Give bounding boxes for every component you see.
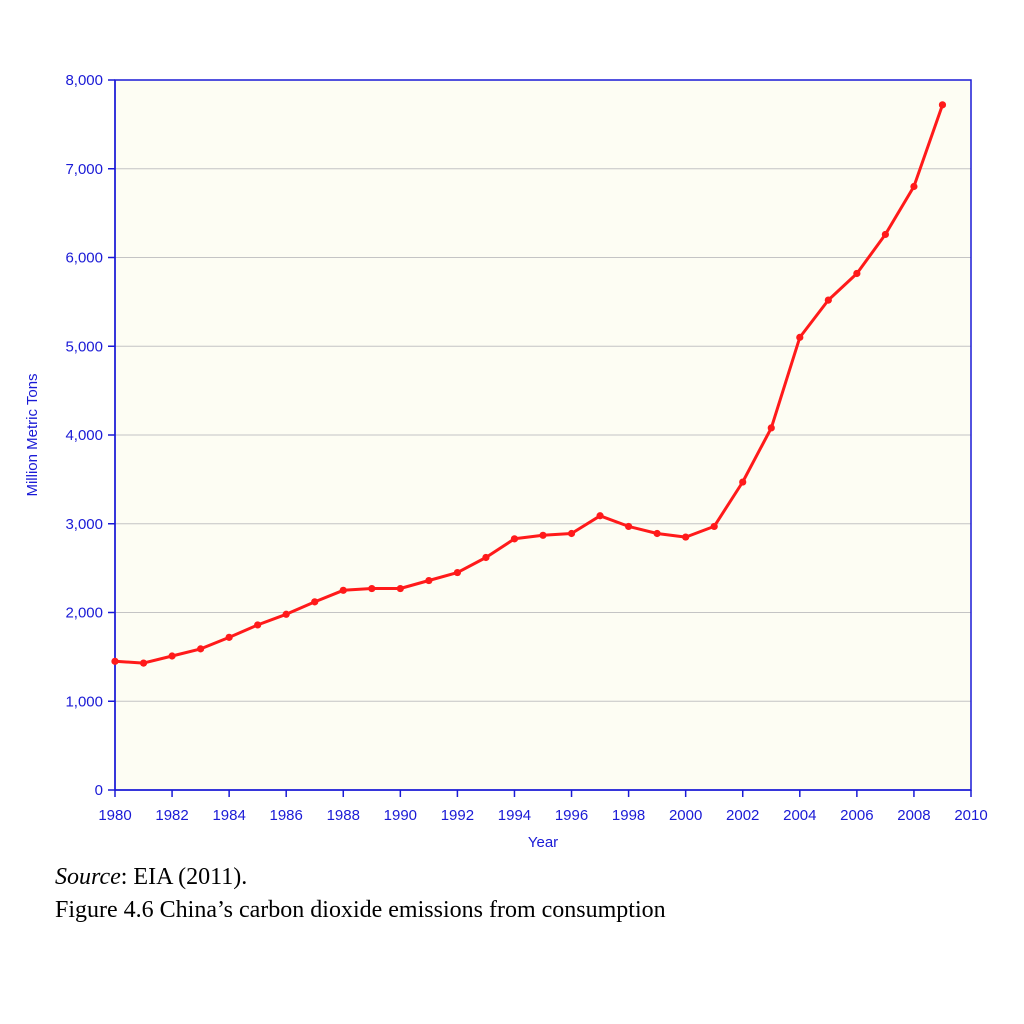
x-tick-label: 1984	[212, 807, 245, 824]
data-point	[254, 621, 262, 629]
data-point	[682, 533, 690, 541]
data-point	[111, 657, 119, 665]
source-note: Source: EIA (2011).	[55, 864, 247, 891]
series-line	[113, 103, 944, 665]
source-label: Source	[55, 864, 121, 890]
y-axis-title: Million Metric Tons	[24, 373, 41, 496]
grid-lines	[115, 168, 971, 702]
x-tick-label: 1996	[555, 807, 588, 824]
y-tick-label: 1,000	[65, 693, 103, 710]
data-point	[567, 529, 576, 538]
x-tick-label: 1994	[498, 807, 531, 824]
data-point	[396, 584, 404, 593]
data-point	[339, 586, 347, 594]
y-tick-label: 5,000	[65, 338, 103, 355]
data-point	[625, 522, 633, 531]
x-tick-label: 1992	[441, 807, 474, 824]
y-tick-label: 0	[95, 782, 103, 799]
data-point	[881, 230, 890, 239]
data-point	[139, 659, 148, 667]
x-tick-label: 2000	[669, 807, 702, 824]
data-point	[653, 529, 661, 538]
data-point	[425, 576, 433, 585]
data-point	[853, 269, 861, 278]
data-point	[197, 645, 205, 653]
y-tick-label: 7,000	[65, 161, 103, 178]
x-tick-label: 1980	[98, 807, 131, 824]
y-tick-label: 3,000	[65, 516, 103, 533]
x-tick-labels: 1980 1982 1984 1986 1988 1990 1992 1994 1996 1998…	[98, 807, 987, 824]
data-point	[539, 531, 547, 539]
x-tick-label: 2010	[954, 807, 987, 824]
data-point	[282, 610, 290, 618]
data-point	[168, 652, 176, 660]
axis-ticks	[108, 79, 972, 797]
data-point	[596, 512, 604, 520]
data-point	[796, 333, 804, 341]
x-tick-label: 1986	[270, 807, 303, 824]
x-tick-label: 1988	[327, 807, 360, 824]
source-text: : EIA (2011).	[120, 864, 248, 890]
y-tick-label: 4,000	[65, 427, 103, 444]
x-tick-label: 2002	[726, 807, 759, 824]
data-point	[739, 478, 747, 486]
y-tick-label: 2,000	[65, 605, 103, 622]
data-points	[111, 101, 947, 667]
x-axis-title: Year	[528, 834, 558, 851]
data-point	[368, 584, 376, 593]
x-tick-label: 2008	[897, 807, 930, 824]
data-point	[311, 598, 319, 606]
figure-caption: Figure 4.6 China’s carbon dioxide emissi…	[55, 897, 666, 923]
x-tick-label: 2006	[840, 807, 873, 824]
data-point	[710, 522, 718, 531]
x-tick-label: 2004	[783, 807, 816, 824]
data-point	[225, 633, 233, 641]
data-point	[938, 101, 947, 109]
data-point	[824, 296, 832, 304]
data-point	[910, 182, 918, 191]
data-point	[510, 535, 519, 543]
x-tick-label: 1998	[612, 807, 645, 824]
data-point	[453, 568, 461, 577]
data-point	[482, 553, 490, 562]
data-point	[767, 424, 775, 432]
y-tick-labels: 0 1,000 2,000 3,000 4,000 5,000 6,000 7,000 8,00…	[65, 72, 103, 799]
y-tick-label: 6,000	[65, 250, 103, 267]
x-tick-label: 1982	[155, 807, 188, 824]
x-tick-label: 1990	[384, 807, 417, 824]
y-tick-label: 8,000	[65, 72, 103, 89]
